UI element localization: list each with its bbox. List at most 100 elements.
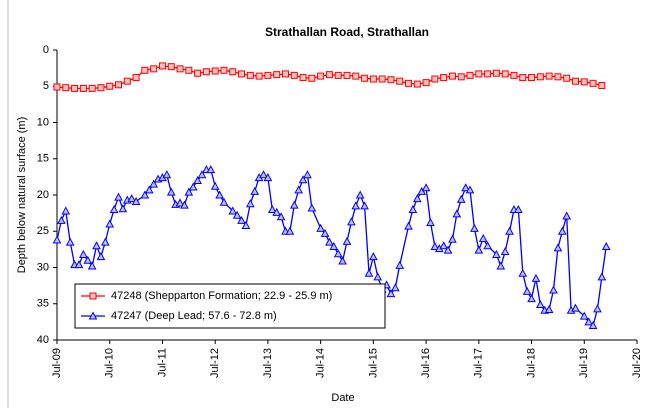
data-point xyxy=(531,273,541,282)
data-point xyxy=(307,203,317,212)
data-point xyxy=(215,190,224,199)
data-point xyxy=(580,78,588,86)
data-point xyxy=(325,237,334,246)
data-point xyxy=(241,220,251,229)
data-point xyxy=(396,77,404,85)
x-tick-label: Jul-19 xyxy=(578,348,590,378)
x-tick-label: Jul-15 xyxy=(367,348,379,378)
data-point xyxy=(290,71,298,79)
y-tick-label: 40 xyxy=(37,334,49,346)
data-point xyxy=(549,285,558,294)
data-point xyxy=(430,241,440,250)
data-point xyxy=(263,173,273,182)
data-point xyxy=(501,70,509,78)
data-point xyxy=(140,190,150,199)
data-point xyxy=(100,237,110,246)
data-point xyxy=(364,268,374,277)
data-point xyxy=(87,261,97,270)
data-point xyxy=(264,71,272,79)
data-point xyxy=(109,204,119,213)
data-point xyxy=(83,255,93,264)
data-point xyxy=(466,71,474,79)
data-point xyxy=(342,236,352,245)
data-point xyxy=(589,79,597,87)
data-point xyxy=(219,197,229,206)
data-point xyxy=(149,179,159,188)
data-point xyxy=(114,192,123,201)
data-point xyxy=(250,186,260,195)
data-point xyxy=(131,196,141,206)
data-point xyxy=(338,256,347,265)
x-tick-label: Jul-11 xyxy=(156,348,168,377)
data-point xyxy=(184,187,194,196)
data-point xyxy=(62,84,70,92)
data-point xyxy=(220,66,228,74)
y-tick-label: 30 xyxy=(37,261,49,273)
data-point xyxy=(369,75,377,83)
data-point xyxy=(167,63,175,71)
data-point xyxy=(308,74,316,82)
data-point xyxy=(475,70,483,78)
data-point xyxy=(457,73,465,81)
data-point xyxy=(505,226,514,235)
data-point xyxy=(276,212,286,221)
data-point xyxy=(554,73,562,81)
data-point xyxy=(245,199,255,208)
data-point xyxy=(492,69,500,77)
data-point xyxy=(355,190,365,199)
y-tick-label: 20 xyxy=(37,189,49,201)
data-point xyxy=(232,210,242,219)
data-point xyxy=(118,204,128,213)
data-point xyxy=(343,71,351,79)
data-point xyxy=(61,206,71,215)
data-point xyxy=(395,260,405,269)
data-point xyxy=(522,286,532,295)
data-point xyxy=(412,194,422,203)
data-point xyxy=(387,76,395,84)
data-point xyxy=(285,226,295,235)
data-point xyxy=(461,183,470,192)
data-point xyxy=(443,245,453,254)
data-point xyxy=(500,246,510,256)
x-tick-label: Jul-12 xyxy=(209,348,221,378)
data-point xyxy=(115,81,123,89)
y-tick-label: 15 xyxy=(37,153,49,165)
data-point xyxy=(97,84,105,92)
data-point xyxy=(317,72,325,80)
data-point xyxy=(106,82,114,90)
data-point xyxy=(361,74,369,82)
x-tick-label: Jul-17 xyxy=(473,348,485,378)
legend-marker xyxy=(89,292,97,300)
data-point xyxy=(528,74,536,82)
data-point xyxy=(255,72,263,80)
data-point xyxy=(206,165,216,174)
y-axis-label: Depth below natural surface (m) xyxy=(16,117,28,274)
data-point xyxy=(333,249,343,258)
data-point xyxy=(228,206,238,215)
y-tick-label: 10 xyxy=(37,116,49,128)
data-point xyxy=(404,221,413,230)
data-point xyxy=(273,71,281,79)
data-point xyxy=(294,185,304,194)
data-point xyxy=(465,185,475,194)
data-point xyxy=(188,182,198,191)
data-point xyxy=(553,243,563,252)
data-point xyxy=(369,252,378,261)
data-point xyxy=(57,215,66,224)
data-point xyxy=(202,68,210,76)
data-point xyxy=(405,79,413,87)
data-point xyxy=(483,241,492,250)
data-point xyxy=(421,183,431,192)
data-point xyxy=(79,84,87,92)
data-point xyxy=(373,272,383,281)
data-point xyxy=(88,84,96,92)
data-point xyxy=(123,77,131,85)
data-point xyxy=(557,226,567,235)
data-point xyxy=(150,65,158,73)
data-point xyxy=(65,237,75,246)
data-point xyxy=(378,75,386,83)
x-tick-label: Jul-10 xyxy=(104,348,116,378)
data-point xyxy=(52,235,62,244)
data-point xyxy=(519,74,527,82)
